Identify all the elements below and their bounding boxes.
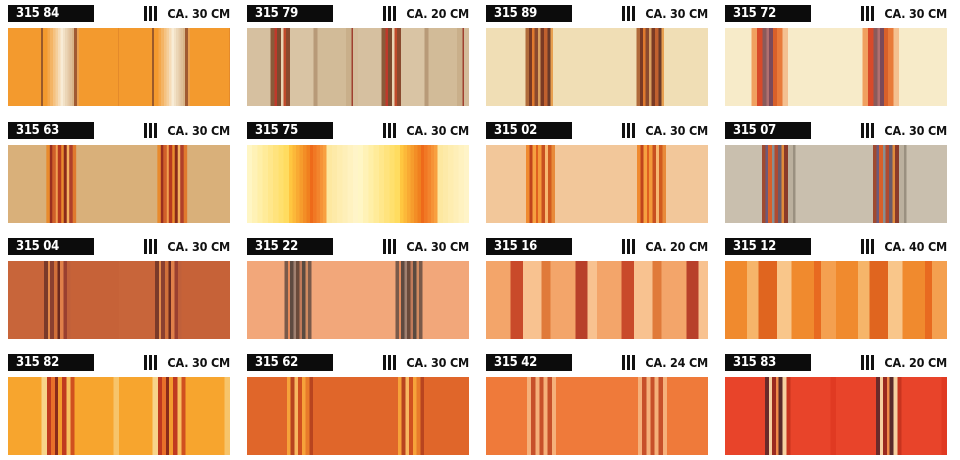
fabric-swatch: [8, 145, 231, 223]
fabric-swatch: [725, 145, 947, 223]
fabric-code: 315 83: [725, 354, 811, 371]
card-header: 315 79 CA. 20 CM: [247, 3, 469, 23]
repeat-bars-icon: [383, 123, 397, 138]
repeat-length: CA. 30 CM: [884, 6, 947, 21]
repeat-length: CA. 30 CM: [884, 123, 947, 138]
repeat-bars-icon: [622, 239, 636, 254]
card-header: 315 75 CA. 30 CM: [247, 120, 469, 140]
card-header: 315 02 CA. 30 CM: [486, 120, 708, 140]
repeat-length: CA. 30 CM: [406, 355, 469, 370]
fabric-code: 315 79: [247, 5, 333, 22]
card-header: 315 04 CA. 30 CM: [8, 236, 230, 256]
repeat-bars-icon: [144, 6, 158, 21]
fabric-code: 315 63: [8, 122, 94, 139]
repeat-length: CA. 20 CM: [884, 355, 947, 370]
repeat-bars-icon: [622, 355, 636, 370]
card-header: 315 89 CA. 30 CM: [486, 3, 708, 23]
fabric-card: 315 79 CA. 20 CM: [247, 3, 469, 106]
fabric-swatch: [725, 377, 947, 455]
fabric-swatch: [8, 28, 230, 106]
repeat-length: CA. 40 CM: [884, 239, 947, 254]
repeat-length: CA. 30 CM: [645, 123, 708, 138]
card-header: 315 84 CA. 30 CM: [8, 3, 230, 23]
repeat-length: CA. 30 CM: [167, 6, 230, 21]
fabric-code: 315 04: [8, 238, 94, 255]
fabric-code: 315 75: [247, 122, 333, 139]
fabric-card: 315 72 CA. 30 CM: [725, 3, 947, 106]
fabric-card: 315 12 CA. 40 CM: [725, 236, 947, 339]
repeat-bars-icon: [861, 239, 875, 254]
fabric-swatch: [247, 28, 469, 106]
fabric-card: 315 04 CA. 30 CM: [8, 236, 230, 339]
card-header: 315 16 CA. 20 CM: [486, 236, 708, 256]
card-header: 315 12 CA. 40 CM: [725, 236, 947, 256]
fabric-swatch: [725, 261, 947, 339]
card-header: 315 83 CA. 20 CM: [725, 352, 947, 372]
fabric-swatch: [486, 28, 708, 106]
fabric-code: 315 07: [725, 122, 811, 139]
fabric-card: 315 82 CA. 30 CM: [8, 352, 230, 455]
fabric-card: 315 07 CA. 30 CM: [725, 120, 947, 223]
fabric-swatch: [247, 377, 469, 455]
repeat-length: CA. 24 CM: [645, 355, 708, 370]
fabric-code: 315 02: [486, 122, 572, 139]
repeat-length: CA. 30 CM: [406, 123, 469, 138]
fabric-card: 315 22 CA. 30 CM: [247, 236, 469, 339]
repeat-length: CA. 30 CM: [167, 355, 230, 370]
repeat-bars-icon: [144, 239, 158, 254]
fabric-card: 315 42 CA. 24 CM: [486, 352, 708, 455]
fabric-code: 315 42: [486, 354, 572, 371]
fabric-code: 315 12: [725, 238, 811, 255]
repeat-length: CA. 30 CM: [167, 239, 230, 254]
fabric-card: 315 75 CA. 30 CM: [247, 120, 469, 223]
fabric-swatch: [486, 261, 708, 339]
fabric-card: 315 89 CA. 30 CM: [486, 3, 708, 106]
fabric-swatch: [486, 145, 708, 223]
fabric-code: 315 82: [8, 354, 94, 371]
fabric-card: 315 62 CA. 30 CM: [247, 352, 469, 455]
fabric-code: 315 84: [8, 5, 94, 22]
fabric-card: 315 84 CA. 30 CM: [8, 3, 230, 106]
repeat-bars-icon: [622, 123, 636, 138]
fabric-card: 315 83 CA. 20 CM: [725, 352, 947, 455]
repeat-length: CA. 20 CM: [645, 239, 708, 254]
repeat-length: CA. 20 CM: [406, 6, 469, 21]
fabric-swatch: [8, 377, 230, 455]
fabric-code: 315 89: [486, 5, 572, 22]
card-header: 315 72 CA. 30 CM: [725, 3, 947, 23]
repeat-bars-icon: [861, 123, 875, 138]
repeat-bars-icon: [144, 355, 158, 370]
repeat-length: CA. 30 CM: [645, 6, 708, 21]
fabric-code: 315 72: [725, 5, 811, 22]
fabric-card: 315 63 CA. 30 CM: [8, 120, 231, 223]
card-header: 315 63 CA. 30 CM: [8, 120, 230, 140]
repeat-bars-icon: [861, 355, 875, 370]
repeat-length: CA. 30 CM: [167, 123, 230, 138]
repeat-length: CA. 30 CM: [406, 239, 469, 254]
repeat-bars-icon: [383, 239, 397, 254]
fabric-card: 315 02 CA. 30 CM: [486, 120, 708, 223]
repeat-bars-icon: [383, 355, 397, 370]
card-header: 315 42 CA. 24 CM: [486, 352, 708, 372]
fabric-card: 315 16 CA. 20 CM: [486, 236, 708, 339]
card-header: 315 07 CA. 30 CM: [725, 120, 947, 140]
fabric-swatch: [8, 261, 230, 339]
fabric-swatch: [247, 261, 469, 339]
card-header: 315 22 CA. 30 CM: [247, 236, 469, 256]
fabric-code: 315 16: [486, 238, 572, 255]
fabric-swatch: [486, 377, 708, 455]
repeat-bars-icon: [861, 6, 875, 21]
repeat-bars-icon: [383, 6, 397, 21]
fabric-code: 315 22: [247, 238, 333, 255]
repeat-bars-icon: [144, 123, 158, 138]
fabric-swatch: [725, 28, 947, 106]
card-header: 315 62 CA. 30 CM: [247, 352, 469, 372]
repeat-bars-icon: [622, 6, 636, 21]
fabric-code: 315 62: [247, 354, 333, 371]
card-header: 315 82 CA. 30 CM: [8, 352, 230, 372]
fabric-swatch: [247, 145, 469, 223]
